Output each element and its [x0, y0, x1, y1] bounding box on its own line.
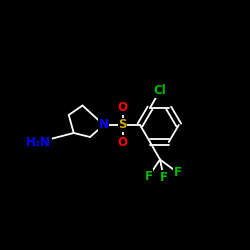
Text: F: F	[174, 166, 182, 179]
Text: O: O	[118, 136, 128, 149]
Text: O: O	[118, 101, 128, 114]
Text: F: F	[160, 171, 168, 184]
Text: H₂N: H₂N	[26, 136, 51, 148]
Text: N: N	[99, 118, 109, 132]
Text: S: S	[118, 118, 127, 132]
Text: F: F	[145, 170, 153, 183]
Text: Cl: Cl	[154, 84, 166, 97]
